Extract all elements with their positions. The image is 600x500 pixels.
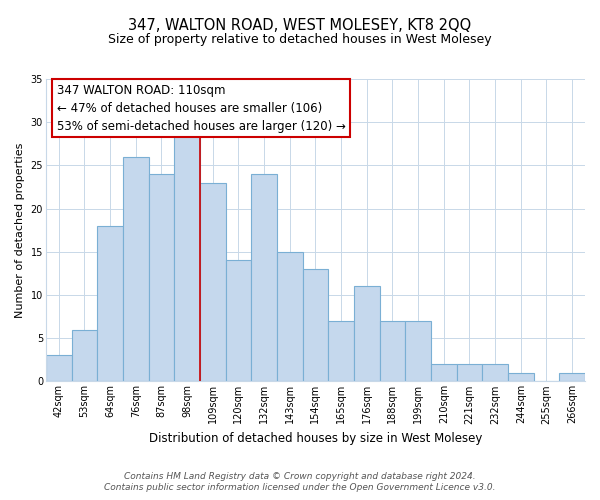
Bar bbox=[354, 286, 380, 382]
Bar bbox=[97, 226, 123, 382]
Bar bbox=[482, 364, 508, 382]
Bar bbox=[559, 372, 585, 382]
Bar bbox=[431, 364, 457, 382]
Bar bbox=[380, 321, 405, 382]
X-axis label: Distribution of detached houses by size in West Molesey: Distribution of detached houses by size … bbox=[149, 432, 482, 445]
Text: Contains public sector information licensed under the Open Government Licence v3: Contains public sector information licen… bbox=[104, 484, 496, 492]
Text: 347, WALTON ROAD, WEST MOLESEY, KT8 2QQ: 347, WALTON ROAD, WEST MOLESEY, KT8 2QQ bbox=[128, 18, 472, 32]
Text: Contains HM Land Registry data © Crown copyright and database right 2024.: Contains HM Land Registry data © Crown c… bbox=[124, 472, 476, 481]
Bar bbox=[405, 321, 431, 382]
Bar bbox=[123, 157, 149, 382]
Bar bbox=[71, 330, 97, 382]
Bar bbox=[508, 372, 533, 382]
Y-axis label: Number of detached properties: Number of detached properties bbox=[15, 142, 25, 318]
Bar bbox=[46, 356, 71, 382]
Bar bbox=[302, 269, 328, 382]
Text: 347 WALTON ROAD: 110sqm
← 47% of detached houses are smaller (106)
53% of semi-d: 347 WALTON ROAD: 110sqm ← 47% of detache… bbox=[56, 84, 346, 132]
Bar bbox=[328, 321, 354, 382]
Bar bbox=[200, 182, 226, 382]
Bar bbox=[174, 131, 200, 382]
Bar bbox=[457, 364, 482, 382]
Bar bbox=[226, 260, 251, 382]
Bar bbox=[277, 252, 302, 382]
Text: Size of property relative to detached houses in West Molesey: Size of property relative to detached ho… bbox=[108, 34, 492, 46]
Bar bbox=[251, 174, 277, 382]
Bar bbox=[149, 174, 174, 382]
